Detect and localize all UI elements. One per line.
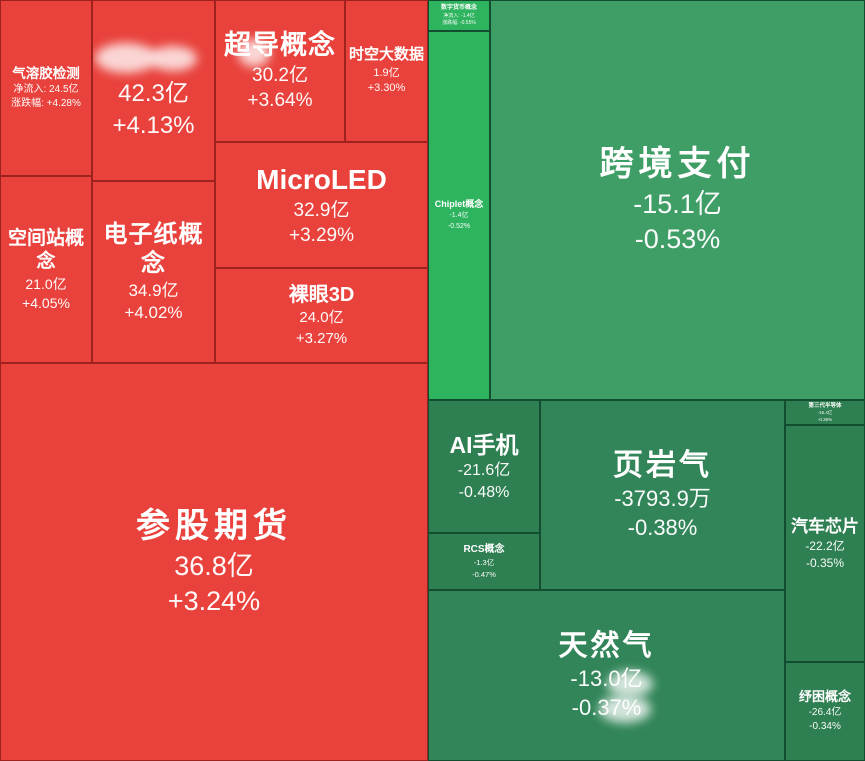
tile-change-pct: -0.38%: [627, 515, 698, 541]
tile-change-pct: -0.52%: [447, 222, 471, 230]
tile-change-pct: +3.24%: [167, 585, 261, 616]
tile-net-inflow: -13.0亿: [570, 666, 643, 692]
treemap-tile-aerosol-detection[interactable]: 气溶胶检测 净流入: 24.5亿 涨跌幅: +4.28%: [0, 0, 92, 176]
tile-change-pct: -0.35%: [805, 555, 845, 570]
watermark-smudge: [94, 41, 209, 75]
tile-net-inflow: -21.6亿: [457, 462, 511, 479]
treemap-tile-naked-eye-3d[interactable]: 裸眼3D 24.0亿 +3.27%: [215, 268, 428, 363]
treemap-tile-rcs[interactable]: RCS概念 -1.3亿 -0.47%: [428, 533, 540, 590]
tile-net-inflow: -1.3亿: [473, 558, 495, 568]
tile-change-pct: +3.64%: [247, 90, 313, 112]
tile-net-inflow: 30.2亿: [252, 65, 308, 87]
treemap-tile-spacetime-bigdata[interactable]: 时空大数据 1.9亿 +3.30%: [345, 0, 428, 142]
tile-label: 数字货币概念: [440, 4, 477, 11]
tile-change-pct: -0.53%: [634, 223, 721, 254]
tile-change-pct: -0.47%: [472, 569, 496, 579]
treemap-tile-auto-chip[interactable]: 汽车芯片 -22.2亿 -0.35%: [785, 425, 865, 662]
tile-net-inflow: 36.8亿: [174, 550, 254, 581]
treemap-tile-cross-border-payment[interactable]: 跨境支付 -15.1亿 -0.53%: [490, 0, 865, 400]
tile-net-inflow: -16.4亿: [817, 410, 833, 416]
treemap-tile-futures-stake[interactable]: 参股期货 36.8亿 +3.24%: [0, 363, 428, 761]
tile-net-inflow: 净流入: 24.5亿: [13, 84, 79, 96]
treemap-tile-shale-gas[interactable]: 页岩气 -3793.9万 -0.38%: [540, 400, 785, 590]
treemap-tile-small-top-right-green[interactable]: 第三代半导体 -16.4亿 -0.36%: [785, 400, 865, 425]
tile-change-pct: +4.05%: [22, 294, 70, 311]
tile-label: 天然气: [558, 629, 655, 662]
tile-change-pct: +3.27%: [295, 329, 348, 347]
tile-change-pct: +4.13%: [112, 111, 195, 139]
tile-net-inflow: 1.9亿: [373, 66, 400, 79]
tile-net-inflow: -3793.9万: [614, 486, 711, 512]
treemap-tile-ai-phone[interactable]: AI手机 -21.6亿 -0.48%: [428, 400, 540, 533]
tile-net-inflow: 34.9亿: [128, 280, 179, 300]
tile-label: 空间站概念: [7, 228, 84, 273]
tile-net-inflow: 21.0亿: [25, 275, 67, 292]
tile-change-pct: +3.30%: [367, 82, 406, 95]
treemap-tile-space-station[interactable]: 空间站概念 21.0亿 +4.05%: [0, 176, 92, 363]
treemap-tile-obscured-name[interactable]: 42.3亿 +4.13%: [92, 0, 215, 181]
tile-net-inflow: 24.0亿: [299, 309, 344, 327]
tile-net-inflow: 32.9亿: [293, 199, 350, 221]
tile-label: 页岩气: [613, 448, 712, 482]
tile-label: RCS概念: [463, 544, 505, 556]
tile-change-pct: +3.29%: [289, 225, 354, 247]
tile-label: 超导概念: [224, 30, 336, 61]
tile-label: 气溶胶检测: [12, 65, 80, 81]
treemap-tile-small-top-left-green[interactable]: 数字货币概念 净流入: -1.4亿 涨跌幅: -0.55%: [428, 0, 490, 31]
tile-change-pct: -0.37%: [571, 695, 642, 721]
tile-label: 汽车芯片: [791, 516, 859, 536]
tile-change-pct: 涨跌幅: +4.28%: [11, 98, 81, 110]
tile-net-inflow: -22.2亿: [805, 539, 845, 554]
treemap-tile-epaper[interactable]: 电子纸概念 34.9亿 +4.02%: [92, 181, 215, 363]
tile-label: 时空大数据: [348, 46, 424, 64]
tile-net-inflow: -26.4亿: [808, 707, 842, 719]
treemap-tile-superconductor[interactable]: 超导概念 30.2亿 +3.64%: [215, 0, 345, 142]
tile-label: 参股期货: [136, 507, 292, 546]
tile-net-inflow: 42.3亿: [118, 80, 189, 108]
tile-label: MicroLED: [256, 163, 387, 195]
tile-label: Chiplet概念: [434, 199, 484, 210]
tile-net-inflow: -1.4亿: [449, 212, 469, 220]
tile-label: 第三代半导体: [808, 402, 842, 409]
tile-label: 纾困概念: [798, 689, 851, 705]
tile-change-pct: 涨跌幅: -0.55%: [442, 20, 476, 27]
tile-label: AI手机: [449, 431, 519, 458]
tile-net-inflow: 净流入: -1.4亿: [443, 13, 475, 20]
tile-change-pct: -0.48%: [458, 483, 510, 501]
tile-change-pct: -0.34%: [809, 721, 841, 733]
treemap-tile-chiplet[interactable]: Chiplet概念 -1.4亿 -0.52%: [428, 31, 490, 400]
treemap-tile-natural-gas[interactable]: 天然气 -13.0亿 -0.37%: [428, 590, 785, 761]
treemap-tile-microled[interactable]: MicroLED 32.9亿 +3.29%: [215, 142, 428, 268]
tile-label: 电子纸概念: [103, 221, 204, 278]
tile-label: 跨境支付: [599, 145, 756, 184]
tile-change-pct: -0.36%: [817, 416, 833, 422]
tile-label: 裸眼3D: [288, 284, 355, 306]
treemap-tile-relief-concept[interactable]: 纾困概念 -26.4亿 -0.34%: [785, 662, 865, 761]
tile-change-pct: +4.02%: [124, 303, 183, 323]
tile-net-inflow: -15.1亿: [633, 188, 722, 219]
